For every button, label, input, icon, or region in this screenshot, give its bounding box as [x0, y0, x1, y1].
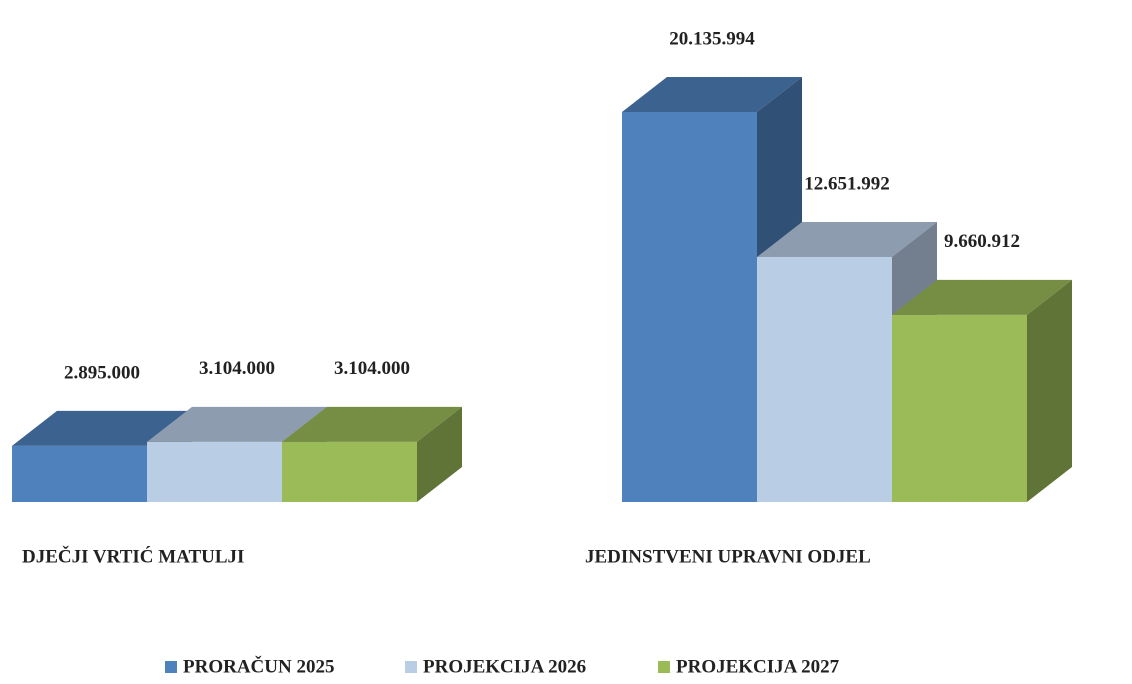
- value-label: 2.895.000: [64, 362, 140, 383]
- legend-swatch: [405, 661, 417, 673]
- bar-top: [147, 406, 327, 442]
- bar-side: [417, 406, 462, 502]
- value-label: 3.104.000: [199, 358, 275, 379]
- bar: [282, 441, 417, 502]
- legend-label: PROJEKCIJA 2026: [423, 656, 586, 677]
- value-label: 20.135.994: [669, 28, 755, 49]
- bar-top: [282, 406, 462, 442]
- category-label: JEDINSTVENI UPRAVNI ODJEL: [585, 546, 871, 567]
- bar: [892, 314, 1027, 502]
- bar-top: [757, 221, 937, 257]
- legend-swatch: [658, 661, 670, 673]
- bar: [12, 445, 147, 502]
- value-label: 3.104.000: [334, 358, 410, 379]
- bar: [147, 441, 282, 502]
- value-label: 9.660.912: [944, 231, 1020, 252]
- bar: [622, 112, 757, 502]
- bar-top: [12, 410, 192, 446]
- bar-top: [892, 279, 1072, 315]
- bar-top: [622, 77, 802, 112]
- category-label: DJEČJI VRTIĆ MATULJI: [22, 545, 244, 567]
- bar: [757, 256, 892, 502]
- legend-swatch: [165, 661, 177, 673]
- bar-side: [1027, 279, 1072, 502]
- value-label: 12.651.992: [804, 173, 890, 194]
- legend-label: PROJEKCIJA 2027: [676, 656, 840, 677]
- legend-label: PRORAČUN 2025: [183, 655, 334, 677]
